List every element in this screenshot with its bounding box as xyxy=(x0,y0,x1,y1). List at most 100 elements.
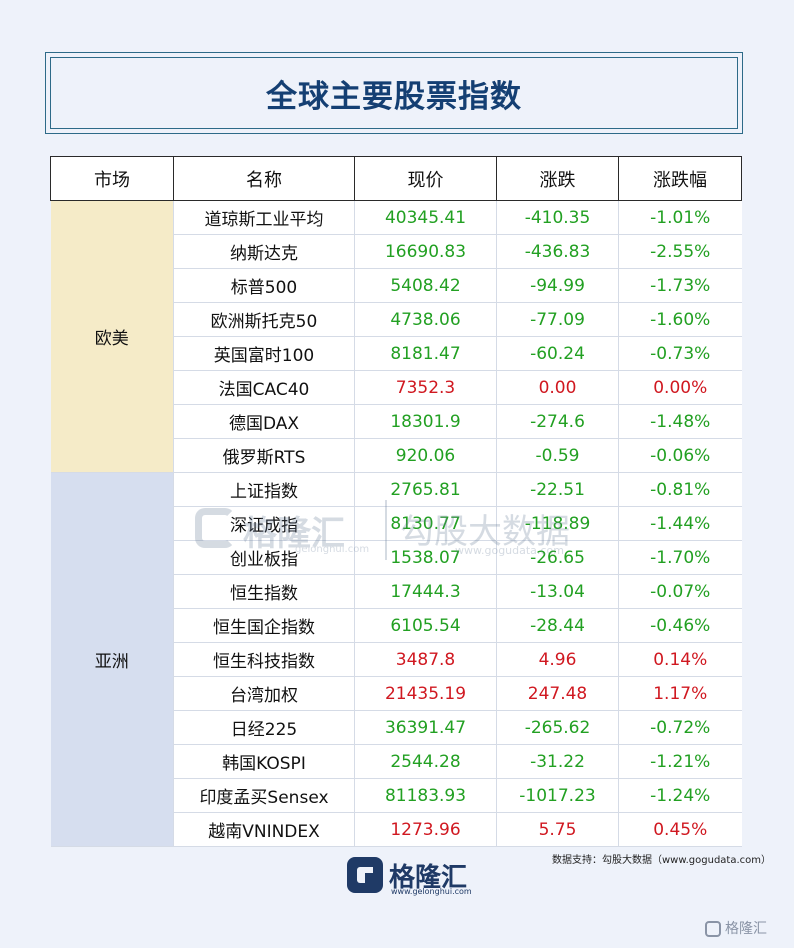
region-cell: 亚洲 xyxy=(50,472,174,847)
index-change-pct: 0.00% xyxy=(618,370,742,405)
index-price: 2765.81 xyxy=(354,472,497,507)
table-body: 欧美 道琼斯工业平均 40345.41 -410.35 -1.01% 纳斯达克 16690.… xyxy=(50,200,742,847)
index-price: 7352.3 xyxy=(354,370,497,405)
index-change: -13.04 xyxy=(496,574,619,609)
header-market: 市场 xyxy=(50,156,174,201)
header-name: 名称 xyxy=(173,156,355,201)
index-price: 2544.28 xyxy=(354,744,497,779)
index-change-pct: -0.72% xyxy=(618,710,742,745)
logo-brand: 格隆汇 xyxy=(389,863,468,893)
table-row: 法国CAC40 7352.3 0.00 0.00% xyxy=(51,370,742,405)
index-change-pct: -1.60% xyxy=(618,302,742,337)
index-name: 印度孟买Sensex xyxy=(173,778,355,813)
index-name: 台湾加权 xyxy=(173,676,355,711)
index-name: 日经225 xyxy=(173,710,355,745)
index-change: -1017.23 xyxy=(496,778,619,813)
index-change: -410.35 xyxy=(496,200,619,235)
title-frame: 全球主要股票指数 xyxy=(45,52,743,134)
index-price: 21435.19 xyxy=(354,676,497,711)
table-row: 德国DAX 18301.9 -274.6 -1.48% xyxy=(51,404,742,439)
index-price: 1538.07 xyxy=(354,540,497,575)
corner-logo-icon xyxy=(705,921,721,937)
index-change: -60.24 xyxy=(496,336,619,371)
table-row: 俄罗斯RTS 920.06 -0.59 -0.06% xyxy=(51,438,742,473)
index-change: 4.96 xyxy=(496,642,619,677)
index-name: 韩国KOSPI xyxy=(173,744,355,779)
index-name: 标普500 xyxy=(173,268,355,303)
index-price: 920.06 xyxy=(354,438,497,473)
table-row: 恒生指数 17444.3 -13.04 -0.07% xyxy=(51,574,742,609)
index-price: 81183.93 xyxy=(354,778,497,813)
index-change: -77.09 xyxy=(496,302,619,337)
index-name: 欧洲斯托克50 xyxy=(173,302,355,337)
index-name: 越南VNINDEX xyxy=(173,812,355,847)
index-price: 5408.42 xyxy=(354,268,497,303)
page-title: 全球主要股票指数 xyxy=(266,78,522,115)
index-change: -28.44 xyxy=(496,608,619,643)
table-row: 欧洲斯托克50 4738.06 -77.09 -1.60% xyxy=(51,302,742,337)
logo-icon xyxy=(347,857,383,893)
index-change-pct: 0.14% xyxy=(618,642,742,677)
index-name: 恒生科技指数 xyxy=(173,642,355,677)
index-name: 恒生指数 xyxy=(173,574,355,609)
index-name: 恒生国企指数 xyxy=(173,608,355,643)
index-change-pct: -1.01% xyxy=(618,200,742,235)
table-header-row: 市场 名称 现价 涨跌 涨跌幅 xyxy=(50,156,742,201)
table-row: 越南VNINDEX 1273.96 5.75 0.45% xyxy=(51,812,742,847)
index-price: 8181.47 xyxy=(354,336,497,371)
index-change: -31.22 xyxy=(496,744,619,779)
index-change: -436.83 xyxy=(496,234,619,269)
index-price: 18301.9 xyxy=(354,404,497,439)
index-change-pct: -1.24% xyxy=(618,778,742,813)
index-price: 36391.47 xyxy=(354,710,497,745)
index-name: 英国富时100 xyxy=(173,336,355,371)
index-table: 市场 名称 现价 涨跌 涨跌幅 欧美 道琼斯工业平均 40345.41 -410.35… xyxy=(50,156,742,847)
header-change: 涨跌 xyxy=(496,156,619,201)
index-price: 4738.06 xyxy=(354,302,497,337)
index-change: 5.75 xyxy=(496,812,619,847)
index-price: 1273.96 xyxy=(354,812,497,847)
table-row: 印度孟买Sensex 81183.93 -1017.23 -1.24% xyxy=(51,778,742,813)
table-row: 亚洲 上证指数 2765.81 -22.51 -0.81% xyxy=(50,472,742,847)
index-change-pct: -1.21% xyxy=(618,744,742,779)
table-row: 欧美 道琼斯工业平均 40345.41 -410.35 -1.01% xyxy=(50,200,742,473)
header-change-pct: 涨跌幅 xyxy=(618,156,742,201)
table-row: 恒生国企指数 6105.54 -28.44 -0.46% xyxy=(51,608,742,643)
index-name: 法国CAC40 xyxy=(173,370,355,405)
index-price: 3487.8 xyxy=(354,642,497,677)
index-change-pct: 0.45% xyxy=(618,812,742,847)
index-price: 6105.54 xyxy=(354,608,497,643)
corner-brand: 格隆汇 xyxy=(725,921,767,937)
table-row: 标普500 5408.42 -94.99 -1.73% xyxy=(51,268,742,303)
index-price: 8130.77 xyxy=(354,506,497,541)
footer-logo: 格隆汇 www.gelonghui.com xyxy=(347,855,477,899)
index-change: -94.99 xyxy=(496,268,619,303)
index-change: -118.89 xyxy=(496,506,619,541)
table-row: 创业板指 1538.07 -26.65 -1.70% xyxy=(51,540,742,575)
index-change-pct: -0.81% xyxy=(618,472,742,507)
table-row: 台湾加权 21435.19 247.48 1.17% xyxy=(51,676,742,711)
index-name: 创业板指 xyxy=(173,540,355,575)
index-name: 深证成指 xyxy=(173,506,355,541)
index-change: -0.59 xyxy=(496,438,619,473)
index-change-pct: 1.17% xyxy=(618,676,742,711)
index-change: -274.6 xyxy=(496,404,619,439)
index-change-pct: -0.73% xyxy=(618,336,742,371)
index-name: 德国DAX xyxy=(173,404,355,439)
table-row: 深证成指 8130.77 -118.89 -1.44% xyxy=(51,506,742,541)
index-change-pct: -1.73% xyxy=(618,268,742,303)
index-change: -22.51 xyxy=(496,472,619,507)
index-change: 247.48 xyxy=(496,676,619,711)
region-cell: 欧美 xyxy=(50,200,174,473)
table-row: 英国富时100 8181.47 -60.24 -0.73% xyxy=(51,336,742,371)
corner-watermark: 格隆汇 xyxy=(705,918,767,938)
logo-url: www.gelonghui.com xyxy=(391,887,472,896)
index-name: 道琼斯工业平均 xyxy=(173,200,355,235)
source-note: 数据支持：勾股大数据（www.gogudata.com） xyxy=(552,855,772,866)
index-change-pct: -1.44% xyxy=(618,506,742,541)
index-change: -265.62 xyxy=(496,710,619,745)
title-inner-frame: 全球主要股票指数 xyxy=(50,57,738,129)
index-change: -26.65 xyxy=(496,540,619,575)
index-change-pct: -2.55% xyxy=(618,234,742,269)
table-row: 日经225 36391.47 -265.62 -0.72% xyxy=(51,710,742,745)
